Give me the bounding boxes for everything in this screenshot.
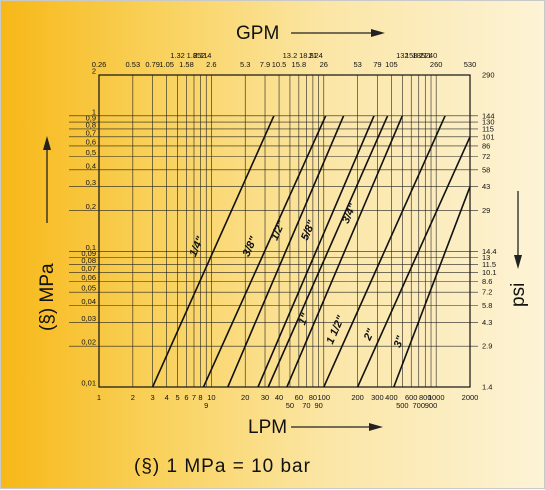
gpm-tick-label: 79 bbox=[373, 60, 381, 69]
mpa-tick-label: 0,06 bbox=[81, 273, 96, 282]
gpm-tick-label: 1.32 bbox=[170, 51, 185, 60]
lpm-tick-label: 3 bbox=[151, 393, 155, 402]
series-label: 3" bbox=[392, 334, 408, 350]
mpa-tick-label: 0,01 bbox=[81, 379, 96, 388]
mpa-tick-label: 0,7 bbox=[86, 128, 96, 137]
psi-tick-label: 43 bbox=[482, 182, 490, 191]
psi-arrow-icon bbox=[514, 191, 522, 269]
gpm-tick-label: 15.8 bbox=[292, 60, 307, 69]
mpa-arrow-icon bbox=[43, 136, 51, 223]
gpm-tick-label: 2.6 bbox=[206, 60, 216, 69]
psi-tick-label: 2.9 bbox=[482, 342, 492, 351]
lpm-tick-label: 9 bbox=[204, 401, 208, 410]
series-line bbox=[358, 137, 470, 387]
psi-label: psi bbox=[508, 283, 529, 307]
mpa-tick-label: 0,6 bbox=[86, 137, 96, 146]
psi-tick-label: 5.8 bbox=[482, 301, 492, 310]
mpa-tick-label: 0,07 bbox=[81, 264, 96, 273]
mpa-tick-label: 0,3 bbox=[86, 178, 96, 187]
mpa-tick-label: 0,05 bbox=[81, 284, 96, 293]
mpa-tick-label: 0,04 bbox=[81, 297, 96, 306]
lpm-tick-label: 500 bbox=[396, 401, 409, 410]
lpm-tick-label: 6 bbox=[184, 393, 188, 402]
lpm-tick-label: 300 bbox=[371, 393, 384, 402]
mpa-tick-label: 0,02 bbox=[81, 338, 96, 347]
psi-tick-label: 101 bbox=[482, 132, 495, 141]
lpm-label: LPM bbox=[248, 417, 287, 438]
mpa-tick-label: 0,4 bbox=[86, 161, 96, 170]
gpm-tick-label: 0.53 bbox=[126, 60, 141, 69]
gpm-label: GPM bbox=[236, 23, 279, 44]
lpm-tick-label: 700 bbox=[413, 401, 426, 410]
gpm-tick-label: 240 bbox=[425, 51, 438, 60]
gpm-tick-label: 24 bbox=[314, 51, 322, 60]
psi-tick-label: 10.1 bbox=[482, 268, 497, 277]
psi-tick-label: 290 bbox=[482, 71, 495, 80]
psi-tick-label: 29 bbox=[482, 206, 490, 215]
lpm-tick-label: 90 bbox=[314, 401, 322, 410]
gpm-tick-label: 1.05 bbox=[159, 60, 174, 69]
gpm-tick-label: 1.58 bbox=[179, 60, 194, 69]
psi-tick-label: 8.6 bbox=[482, 277, 492, 286]
gpm-tick-label: 5.3 bbox=[240, 60, 250, 69]
lpm-tick-label: 2000 bbox=[462, 393, 479, 402]
series-label: 3/8" bbox=[241, 234, 261, 258]
mpa-tick-label: 0,2 bbox=[86, 202, 96, 211]
lpm-tick-label: 900 bbox=[425, 401, 438, 410]
lpm-tick-label: 200 bbox=[351, 393, 364, 402]
lpm-tick-label: 1 bbox=[97, 393, 101, 402]
gpm-tick-label: 260 bbox=[430, 60, 443, 69]
series-line bbox=[394, 187, 470, 387]
series-label: 5/8" bbox=[299, 218, 318, 242]
series-label: 2" bbox=[361, 326, 377, 343]
gpm-tick-label: 53 bbox=[353, 60, 361, 69]
series-label: 1/4" bbox=[187, 234, 207, 258]
gpm-tick-label: 105 bbox=[385, 60, 398, 69]
lpm-tick-label: 50 bbox=[286, 401, 294, 410]
gpm-tick-label: 2.4 bbox=[201, 51, 211, 60]
lpm-tick-label: 8 bbox=[198, 393, 202, 402]
gpm-tick-label: 0.79 bbox=[145, 60, 160, 69]
psi-tick-label: 1.4 bbox=[482, 383, 492, 392]
lpm-tick-label: 4 bbox=[165, 393, 169, 402]
gpm-tick-label: 530 bbox=[464, 60, 477, 69]
lpm-tick-label: 5 bbox=[175, 393, 179, 402]
gpm-tick-label: 10.5 bbox=[272, 60, 287, 69]
psi-tick-label: 72 bbox=[482, 152, 490, 161]
lpm-arrow-icon bbox=[291, 423, 383, 431]
series-label: 1/2" bbox=[269, 218, 288, 242]
gpm-tick-label: 7.9 bbox=[260, 60, 270, 69]
mpa-tick-label: 0,5 bbox=[86, 148, 96, 157]
lpm-tick-label: 10 bbox=[207, 393, 215, 402]
lpm-tick-label: 100 bbox=[318, 393, 331, 402]
gpm-arrow-icon bbox=[291, 29, 385, 37]
lpm-tick-label: 2 bbox=[131, 393, 135, 402]
mpa-label: (§) MPa bbox=[37, 263, 58, 331]
psi-tick-label: 7.2 bbox=[482, 288, 492, 297]
gpm-tick-label: 13.2 bbox=[283, 51, 298, 60]
lpm-tick-label: 70 bbox=[302, 401, 310, 410]
mpa-tick-label: 0,03 bbox=[81, 314, 96, 323]
gpm-tick-label: 26 bbox=[320, 60, 328, 69]
lpm-tick-label: 1000 bbox=[428, 393, 445, 402]
psi-tick-label: 4.3 bbox=[482, 318, 492, 327]
psi-tick-label: 58 bbox=[482, 165, 490, 174]
lpm-tick-label: 40 bbox=[275, 393, 283, 402]
lpm-tick-label: 20 bbox=[241, 393, 249, 402]
footnote: (§) 1 MPa = 10 bar bbox=[134, 456, 311, 477]
lpm-tick-label: 30 bbox=[261, 393, 269, 402]
psi-tick-label: 86 bbox=[482, 141, 490, 150]
lpm-tick-label: 7 bbox=[192, 393, 196, 402]
mpa-tick-label: 2 bbox=[92, 67, 96, 76]
